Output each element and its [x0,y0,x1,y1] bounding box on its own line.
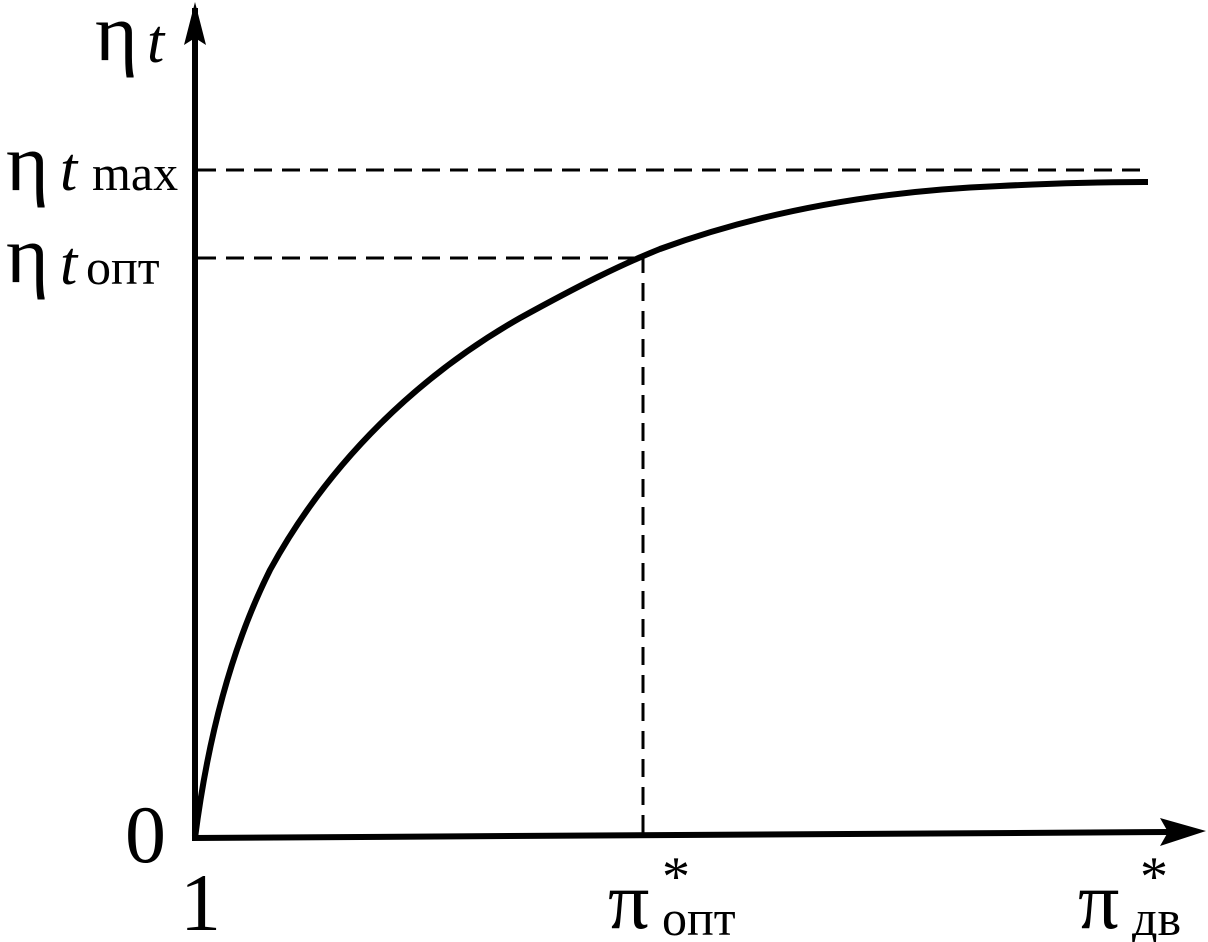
y-origin: 0 [125,789,166,880]
mark-symbol: π [608,855,649,942]
efficiency-curve [192,179,1149,839]
y-arrow [184,2,206,45]
x-axis [191,829,1171,841]
mark-subscript: дв [1132,890,1181,942]
level-subscript: опт [86,239,160,295]
y-subscript: t [147,8,166,76]
mark-superscript: * [662,846,690,908]
level-symbol: η [6,209,49,300]
mark-subscript: опт [662,890,736,942]
level-italic: t [60,136,79,204]
mark-symbol: π [1078,855,1119,942]
y-symbol: η [95,0,138,78]
level-subscript: max [92,145,178,201]
mark-superscript: * [1140,846,1168,908]
x-arrow [1160,818,1206,846]
level-italic: t [60,230,79,298]
level-symbol: η [6,117,49,208]
x-origin: 1 [180,857,221,942]
